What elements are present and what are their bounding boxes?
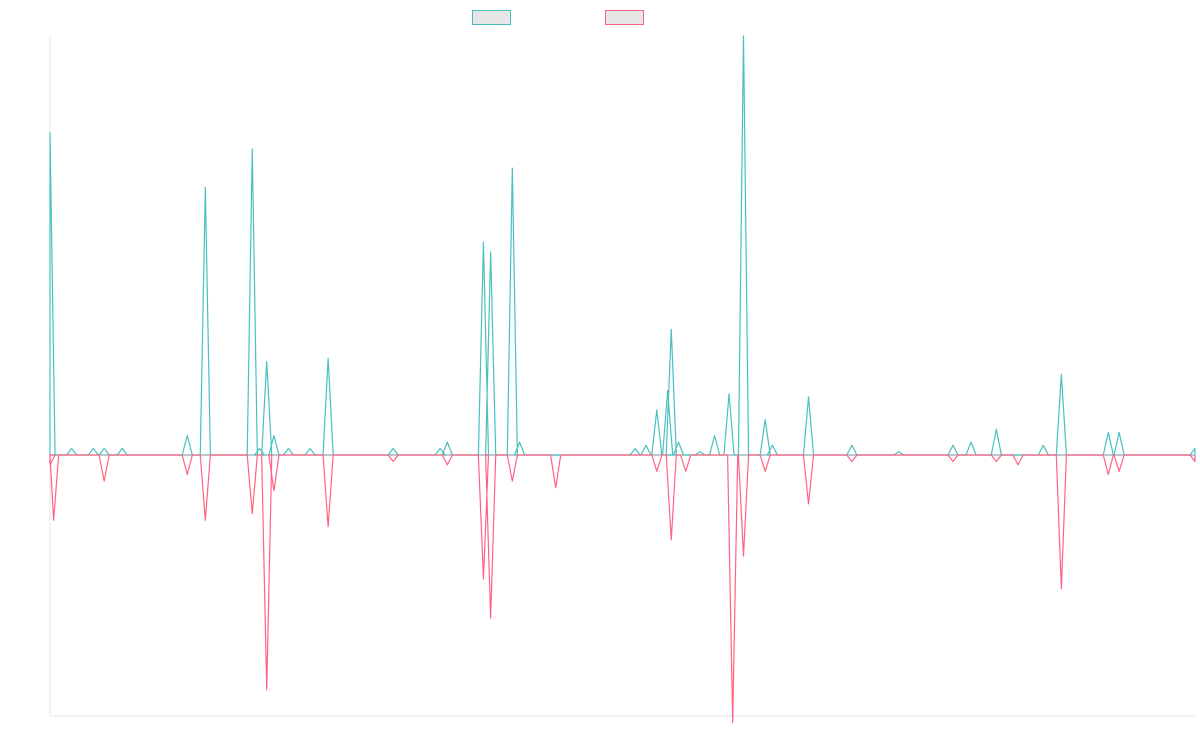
data-point-a-43[interactable]: [1118, 431, 1121, 434]
data-point-b-10[interactable]: [446, 463, 449, 466]
legend-swatch-series-b[interactable]: [605, 10, 644, 25]
data-point-a-37[interactable]: [952, 444, 955, 447]
data-point-a-21[interactable]: [518, 441, 521, 444]
data-point-b-26[interactable]: [1060, 587, 1063, 590]
data-point-a-40[interactable]: [1042, 444, 1045, 447]
series-line-a: [49, 35, 1196, 456]
data-point-b-3[interactable]: [186, 473, 189, 476]
data-point-a-25[interactable]: [666, 389, 669, 392]
data-point-b-23[interactable]: [952, 460, 955, 463]
data-point-b-0[interactable]: [49, 463, 52, 466]
data-point-b-19[interactable]: [742, 555, 745, 558]
data-point-a-11[interactable]: [272, 434, 275, 437]
data-point-a-13[interactable]: [309, 447, 312, 450]
data-point-a-23[interactable]: [644, 444, 647, 447]
data-point-a-4[interactable]: [103, 447, 106, 450]
data-point-a-29[interactable]: [713, 434, 716, 437]
data-point-a-7[interactable]: [204, 186, 207, 189]
data-point-a-9[interactable]: [258, 447, 261, 450]
data-point-a-12[interactable]: [287, 447, 290, 450]
data-point-b-18[interactable]: [731, 721, 734, 724]
data-point-b-29[interactable]: [1194, 460, 1197, 463]
data-point-b-24[interactable]: [995, 460, 998, 463]
data-point-b-25[interactable]: [1017, 463, 1020, 466]
data-point-a-2[interactable]: [70, 447, 73, 450]
data-point-b-11[interactable]: [482, 577, 485, 580]
data-point-a-39[interactable]: [995, 428, 998, 431]
data-point-b-6[interactable]: [265, 688, 268, 691]
data-point-a-24[interactable]: [655, 408, 658, 411]
data-point-b-4[interactable]: [204, 519, 207, 522]
data-point-a-5[interactable]: [121, 447, 124, 450]
data-point-a-14[interactable]: [327, 357, 330, 360]
data-point-b-12[interactable]: [489, 617, 492, 620]
data-point-a-42[interactable]: [1107, 431, 1110, 434]
data-point-a-36[interactable]: [897, 450, 900, 453]
data-point-b-17[interactable]: [684, 470, 687, 473]
data-point-b-9[interactable]: [392, 460, 395, 463]
data-point-b-20[interactable]: [764, 470, 767, 473]
data-point-a-8[interactable]: [251, 147, 254, 150]
data-point-b-5[interactable]: [251, 512, 254, 515]
data-point-a-30[interactable]: [728, 392, 731, 395]
data-point-a-18[interactable]: [482, 241, 485, 244]
data-point-a-44[interactable]: [1194, 447, 1197, 450]
series-layer: [49, 35, 1197, 724]
data-point-b-22[interactable]: [850, 460, 853, 463]
data-point-a-22[interactable]: [634, 447, 637, 450]
data-point-a-0[interactable]: [49, 131, 52, 134]
data-point-b-8[interactable]: [327, 525, 330, 528]
data-point-a-16[interactable]: [439, 447, 442, 450]
legend-swatch-series-a[interactable]: [472, 10, 511, 25]
data-point-b-7[interactable]: [272, 489, 275, 492]
series-line-b: [49, 454, 1196, 724]
data-point-a-15[interactable]: [392, 447, 395, 450]
data-point-a-17[interactable]: [446, 441, 449, 444]
data-point-a-32[interactable]: [764, 418, 767, 421]
data-point-a-6[interactable]: [186, 434, 189, 437]
data-point-b-21[interactable]: [807, 502, 810, 505]
data-point-a-35[interactable]: [850, 444, 853, 447]
data-point-b-13[interactable]: [511, 480, 514, 483]
data-point-a-38[interactable]: [970, 441, 973, 444]
data-point-b-2[interactable]: [103, 480, 106, 483]
data-point-a-31[interactable]: [742, 35, 745, 38]
data-point-a-27[interactable]: [677, 441, 680, 444]
data-point-a-20[interactable]: [511, 167, 514, 170]
data-point-b-1[interactable]: [52, 519, 55, 522]
data-point-a-10[interactable]: [265, 360, 268, 363]
data-point-a-34[interactable]: [807, 395, 810, 398]
data-point-a-28[interactable]: [699, 450, 702, 453]
data-point-a-19[interactable]: [489, 250, 492, 253]
data-point-a-26[interactable]: [670, 328, 673, 331]
data-point-b-28[interactable]: [1118, 470, 1121, 473]
data-point-b-27[interactable]: [1107, 473, 1110, 476]
data-point-a-41[interactable]: [1060, 373, 1063, 376]
data-point-b-14[interactable]: [554, 486, 557, 489]
data-point-b-16[interactable]: [670, 538, 673, 541]
data-point-a-3[interactable]: [92, 447, 95, 450]
data-point-b-15[interactable]: [655, 470, 658, 473]
data-point-a-33[interactable]: [771, 444, 774, 447]
